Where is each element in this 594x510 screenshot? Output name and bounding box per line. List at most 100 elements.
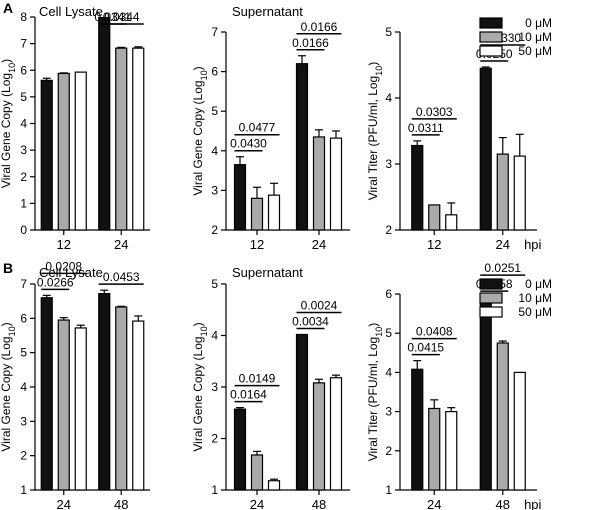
y-tick-label: 3 [20,414,27,428]
legend-swatch [479,17,503,29]
p-value-label: 0.0311 [408,121,444,135]
chart-5: Supernatant 1 2 3 4 5 Viral Gene Copy (Log10) 2… [191,265,350,510]
p-value-label: 0.0344 [103,10,140,24]
bar [496,342,509,491]
y-tick-label: 1 [385,483,392,497]
y-tick-label: 5 [385,326,392,340]
p-value-label: 0.0408 [416,325,453,339]
chart-title: Cell Lysate [39,4,103,19]
bar [40,79,53,231]
p-value-label: 0.0164 [230,388,267,402]
p-value-label: 0.0430 [230,137,267,151]
legend-label: 50 μM [518,305,552,319]
x-tick-label: 24 [427,497,441,510]
bar [57,319,70,491]
y-axis-label: Viral Titer (PFU/ml, Log10) [366,323,384,462]
y-axis-label: Viral Gene Copy (Log10) [0,59,17,188]
p-value-label: 0.0024 [301,298,338,312]
x-tick-label: 12 [427,237,441,252]
ylabel-subscript: 10 [7,326,17,336]
bar [74,327,87,491]
y-tick-label: 6 [20,311,27,325]
bar [445,214,458,231]
y-tick-label: 3 [211,183,218,197]
y-tick-label: 2 [211,432,218,446]
bar [57,72,70,231]
bar [74,71,87,231]
chart-title: Cell Lysate [39,265,103,280]
legend-swatch [479,278,503,290]
p-value-label: 0.0166 [292,36,329,50]
bar [115,47,128,231]
y-tick-label: 5 [385,25,392,39]
y-tick-label: 6 [211,65,218,79]
y-tick-label: 1 [20,196,27,210]
y-tick-label: 4 [20,380,27,394]
y-tick-label: 2 [211,223,218,237]
p-value-label: 0.0477 [239,121,276,135]
legend-label: 10 μM [518,291,552,305]
p-value-label: 0.0034 [292,314,329,328]
bar [479,67,492,231]
y-tick-label: 2 [385,444,392,458]
chart-6: 1 2 3 4 5 6 Viral Titer (PFU/ml, Log10) 24 48 hpi… [366,261,552,510]
bar [233,164,247,231]
y-axis-label: Viral Titer (PFU/ml, Log10) [366,62,384,201]
x-tick-label: 48 [496,497,510,510]
bar [513,371,526,491]
x-unit-label: hpi [524,497,541,510]
ylabel-subscript: 10 [199,70,209,80]
x-tick-label: 12 [250,237,264,252]
legend-label: 10 μM [518,30,552,44]
chart-title: Supernatant [232,265,303,280]
bar [98,16,111,231]
x-tick-label: 48 [312,497,326,510]
bar [428,204,441,231]
y-tick-label: 5 [211,277,218,291]
y-tick-label: 5 [20,346,27,360]
bar [132,320,145,491]
bar [428,407,441,491]
p-value-label: 0.0341 [94,10,131,24]
y-tick-label: 4 [211,329,218,343]
bar [295,63,309,231]
chart-2: Supernatant 2 3 4 5 6 7 Viral Gene Copy (Log10)… [191,4,350,252]
y-axis-label: Viral Gene Copy (Log10) [191,322,209,451]
y-tick-label: 1 [20,483,27,497]
x-tick-label: 24 [496,237,510,252]
y-tick-label: 8 [20,10,27,24]
y-tick-label: 0 [20,223,27,237]
bar [295,333,309,491]
y-tick-label: 6 [20,63,27,77]
y-tick-label: 6 [385,287,392,301]
legend-label: 50 μM [518,44,552,58]
y-tick-label: 3 [20,143,27,157]
bar [132,47,145,231]
y-tick-label: 4 [385,365,392,379]
y-tick-label: 1 [211,483,218,497]
y-tick-label: 3 [385,405,392,419]
y-tick-label: 3 [211,380,218,394]
legend-swatch [479,31,503,43]
chart-4: Cell Lysate 1 2 3 4 5 6 7 Viral Gene Copy (Log10… [0,259,150,510]
bar [411,144,424,231]
panel-label-b: B [3,260,13,276]
bar [267,194,281,231]
y-axis-label: Viral Gene Copy (Log10) [0,322,17,451]
bar [496,153,509,231]
x-tick-label: 24 [114,237,128,252]
y-tick-label: 4 [20,117,27,131]
panel-label-a: A [3,0,13,16]
p-value-label: 0.0149 [239,372,276,386]
p-value-label: 0.0166 [301,20,338,34]
x-tick-label: 24 [250,497,264,510]
y-tick-label: 5 [211,104,218,118]
legend-swatch [479,45,503,57]
legend-swatch [479,306,503,318]
y-tick-label: 7 [211,25,218,39]
p-value-label: 0.0303 [416,105,453,119]
ylabel-subscript: 10 [7,63,17,73]
p-value-label: 0.0415 [407,341,444,355]
